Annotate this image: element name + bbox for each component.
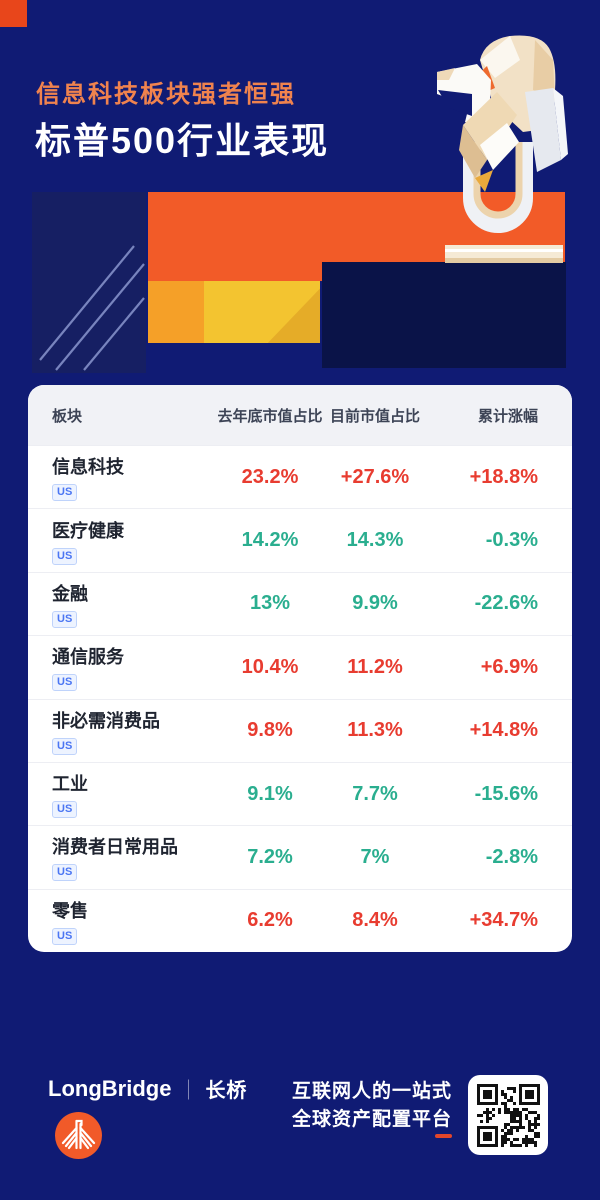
corner-accent-square	[0, 0, 27, 27]
current-weight-value: 7%	[360, 845, 390, 868]
table-row: 医疗健康 US 14.2% 14.3% -0.3%	[28, 508, 572, 571]
column-header-curr-weight: 目前市值占比	[329, 407, 420, 425]
column-header-prev-weight: 去年底市值占比	[217, 407, 323, 425]
cumulative-change-value: +18.8%	[469, 465, 538, 488]
tagline-line2: 全球资产配置平台	[291, 1109, 452, 1130]
prev-weight-value: 14.2%	[241, 529, 299, 552]
brand-name-chinese: 长桥	[205, 1080, 248, 1102]
band-amber-rect	[148, 281, 204, 343]
table-row: 消费者日常用品 US 7.2% 7% -2.8%	[28, 825, 572, 888]
longbridge-logo-icon	[55, 1112, 102, 1159]
table-row: 非必需消费品 US 9.8% 11.3% +14.8%	[28, 698, 572, 762]
sector-cell: 信息科技 US	[52, 453, 215, 502]
market-badge: US	[52, 610, 78, 628]
brand-wordmark: LongBridge	[48, 1075, 172, 1101]
cumulative-change-value: -0.3%	[485, 529, 538, 552]
current-weight-value: 7.7%	[352, 782, 398, 805]
poster-title: 标普500行业表现	[35, 120, 330, 161]
prev-weight-value: 10.4%	[241, 655, 299, 678]
sector-name: 非必需消费品	[52, 710, 160, 731]
cumulative-change-value: +6.9%	[480, 655, 538, 678]
table-row: 零售 US 6.2% 8.4% +34.7%	[28, 888, 572, 952]
table-row: 通信服务 US 10.4% 11.2% +6.9%	[28, 635, 572, 698]
prev-weight-value: 13%	[249, 592, 291, 615]
market-badge: US	[52, 864, 78, 882]
current-weight-value: 9.9%	[352, 592, 398, 615]
column-header-sector: 板块	[52, 407, 83, 425]
sector-name: 工业	[52, 774, 88, 795]
market-badge: US	[52, 927, 78, 945]
tagline-line1: 互联网人的一站式	[291, 1081, 452, 1102]
sector-cell: 零售 US	[52, 897, 215, 945]
brand-divider: ｜	[178, 1080, 199, 1102]
cumulative-change-value: +14.8%	[469, 719, 538, 742]
table-row: 信息科技 US 23.2% +27.6% +18.8%	[28, 445, 572, 508]
market-badge: US	[52, 674, 78, 692]
current-weight-value: 8.4%	[352, 909, 398, 932]
table-body: 信息科技 US 23.2% +27.6% +18.8% 医疗健康 US 14.2…	[28, 445, 572, 952]
market-badge: US	[52, 547, 78, 565]
current-weight-value: 11.3%	[347, 719, 403, 742]
column-header-change: 累计涨幅	[477, 407, 538, 425]
market-badge: US	[52, 484, 78, 502]
prev-weight-value: 6.2%	[247, 909, 293, 932]
sector-cell: 医疗健康 US	[52, 517, 215, 565]
sector-name: 信息科技	[52, 457, 124, 478]
cumulative-change-value: +34.7%	[469, 909, 538, 932]
current-weight-value: 14.3%	[346, 529, 404, 552]
cumulative-change-value: -22.6%	[474, 592, 538, 615]
market-badge: US	[52, 737, 78, 755]
sector-name: 金融	[52, 583, 88, 604]
sector-cell: 工业 US	[52, 770, 215, 819]
sector-table-card: 板块 去年底市值占比 目前市值占比 累计涨幅 信息科技 US 23.2% +27…	[28, 385, 572, 952]
table-header-row: 板块 去年底市值占比 目前市值占比 累计涨幅	[28, 385, 572, 445]
table-row: 工业 US 9.1% 7.7% -15.6%	[28, 761, 572, 825]
prev-weight-value: 9.8%	[247, 719, 293, 742]
band-dark-rect	[322, 262, 566, 368]
sector-cell: 通信服务 US	[52, 643, 215, 692]
prev-weight-value: 9.1%	[247, 782, 293, 805]
qr-code-box	[468, 1075, 548, 1155]
footer-tagline: 互联网人的一站式 全球资产配置平台	[292, 1078, 452, 1134]
yellow-fold-triangle	[267, 288, 320, 343]
sector-cell: 非必需消费品 US	[52, 707, 215, 755]
poster-kicker: 信息科技板块强者恒强	[36, 81, 296, 108]
sector-cell: 金融 US	[52, 580, 215, 628]
band-left-rect	[32, 192, 146, 373]
sector-name: 医疗健康	[52, 520, 124, 541]
prev-weight-value: 7.2%	[247, 845, 293, 868]
current-weight-value: 11.2%	[347, 655, 403, 678]
cumulative-change-value: -15.6%	[474, 782, 538, 805]
merlion-illustration	[437, 35, 568, 263]
band-yellow-rect	[204, 281, 320, 343]
market-badge: US	[52, 801, 78, 819]
prev-weight-value: 23.2%	[241, 465, 299, 488]
sector-name: 零售	[52, 900, 88, 921]
table-row: 金融 US 13% 9.9% -22.6%	[28, 571, 572, 635]
sector-name: 通信服务	[52, 647, 124, 668]
sector-cell: 消费者日常用品 US	[52, 833, 215, 882]
current-weight-value: +27.6%	[340, 465, 410, 488]
cumulative-change-value: -2.8%	[485, 845, 538, 868]
tagline-dash-accent	[435, 1134, 452, 1138]
qr-code	[476, 1083, 540, 1147]
diagonal-lines-decoration	[39, 245, 145, 371]
brand-row: LongBridge ｜ 长桥	[48, 1074, 247, 1103]
decorative-band	[0, 0, 600, 380]
sector-name: 消费者日常用品	[52, 837, 178, 858]
